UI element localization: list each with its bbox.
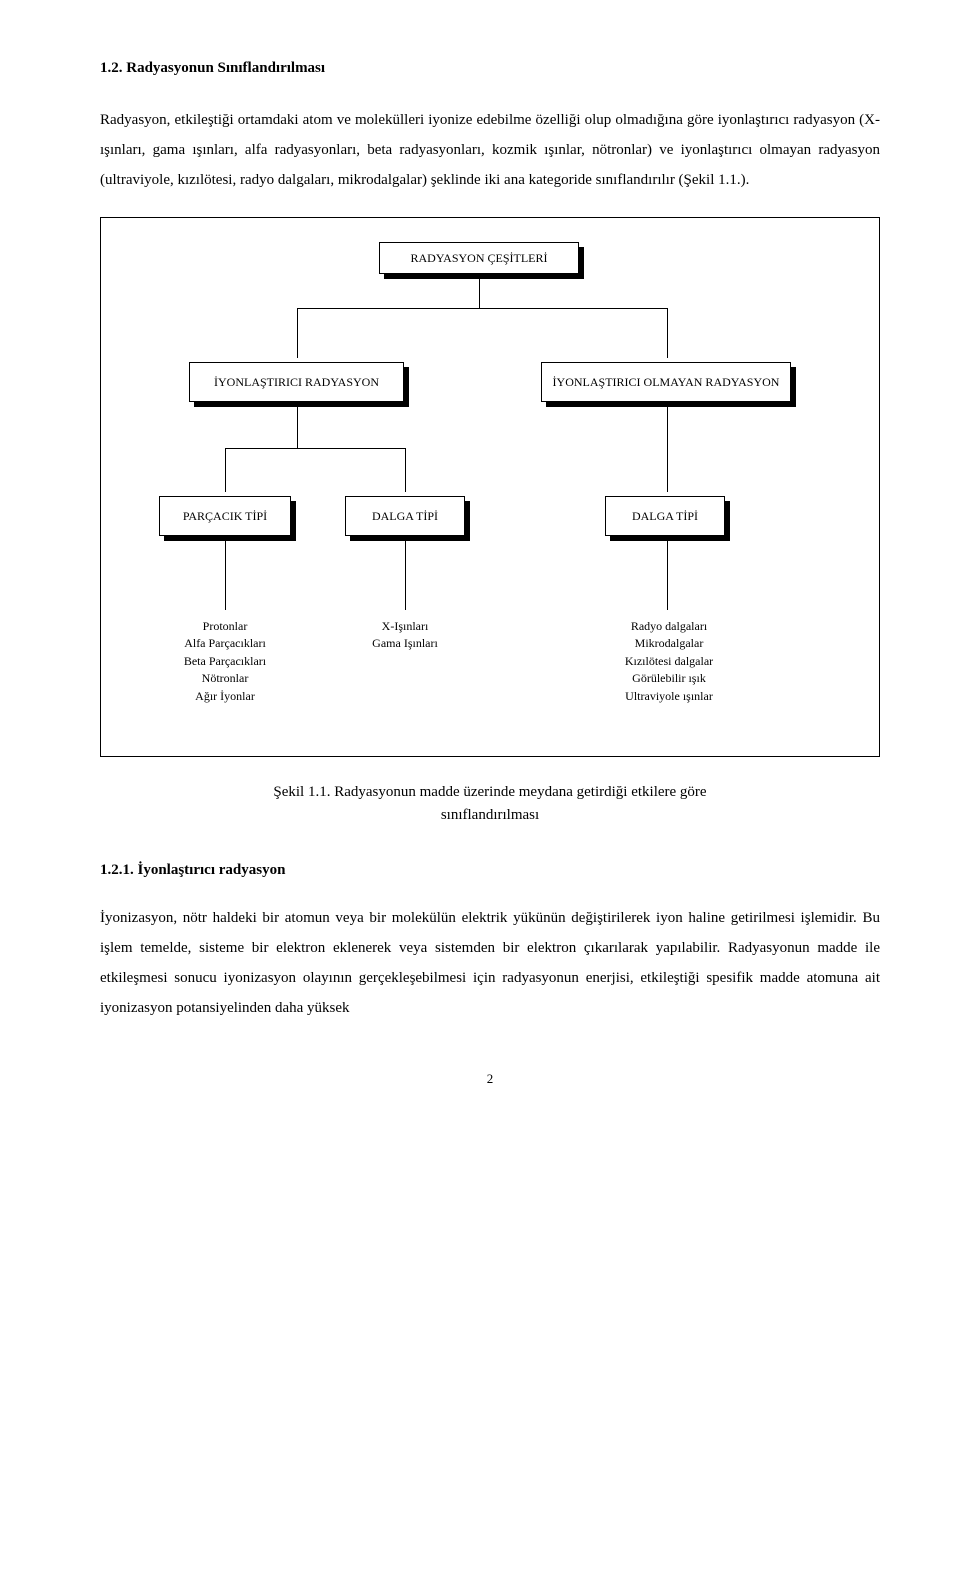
leaf-group-0: ProtonlarAlfa ParçacıklarıBeta Parçacıkl… [159,618,291,705]
leaf-item: Ultraviyole ışınlar [585,688,753,705]
figure-caption-line1: Şekil 1.1. Radyasyonun madde üzerinde me… [273,784,706,800]
leaf-item: Kızılötesi dalgalar [585,653,753,670]
leaf-item: Beta Parçacıkları [159,653,291,670]
connector-line [297,308,668,309]
leaf-item: Görülebilir ışık [585,670,753,687]
connector-line [667,406,668,448]
node-level2-0: PARÇACIK TİPİ [159,496,291,536]
connector-line [225,448,226,492]
connector-line [667,448,668,492]
node-level2-1: DALGA TİPİ [345,496,465,536]
subsection-paragraph: İyonizasyon, nötr haldeki bir atomun vey… [100,903,880,1023]
leaf-item: Radyo dalgaları [585,618,753,635]
node-level1-0: İYONLAŞTIRICI RADYASYON [189,362,404,402]
intro-paragraph: Radyasyon, etkileştiği ortamdaki atom ve… [100,105,880,195]
leaf-group-1: X-IşınlarıGama Işınları [331,618,479,653]
connector-line [225,540,226,610]
leaf-item: Ağır İyonlar [159,688,291,705]
connector-line [667,308,668,358]
leaf-item: Mikrodalgalar [585,635,753,652]
connector-line [297,406,298,448]
leaf-item: Protonlar [159,618,291,635]
leaf-item: Gama Işınları [331,635,479,652]
figure-caption: Şekil 1.1. Radyasyonun madde üzerinde me… [100,781,880,826]
node-root: RADYASYON ÇEŞİTLERİ [379,242,579,274]
figure-caption-line2: sınıflandırılması [441,807,539,823]
leaf-item: Alfa Parçacıkları [159,635,291,652]
leaf-group-2: Radyo dalgalarıMikrodalgalarKızılötesi d… [585,618,753,705]
connector-line [667,540,668,610]
connector-line [297,308,298,358]
connector-line [479,278,480,308]
connector-line [225,448,406,449]
page-number: 2 [100,1071,880,1087]
subsection-heading: 1.2.1. İyonlaştırıcı radyasyon [100,862,880,879]
leaf-item: X-Işınları [331,618,479,635]
diagram-container: RADYASYON ÇEŞİTLERİ İYONLAŞTIRICI RADYASY… [100,217,880,757]
section-heading: 1.2. Radyasyonun Sınıflandırılması [100,60,880,77]
leaf-item: Nötronlar [159,670,291,687]
connector-line [405,540,406,610]
node-level1-1: İYONLAŞTIRICI OLMAYAN RADYASYON [541,362,791,402]
node-level2-2: DALGA TİPİ [605,496,725,536]
connector-line [405,448,406,492]
radiation-tree-diagram: RADYASYON ÇEŞİTLERİ İYONLAŞTIRICI RADYASY… [109,232,871,752]
